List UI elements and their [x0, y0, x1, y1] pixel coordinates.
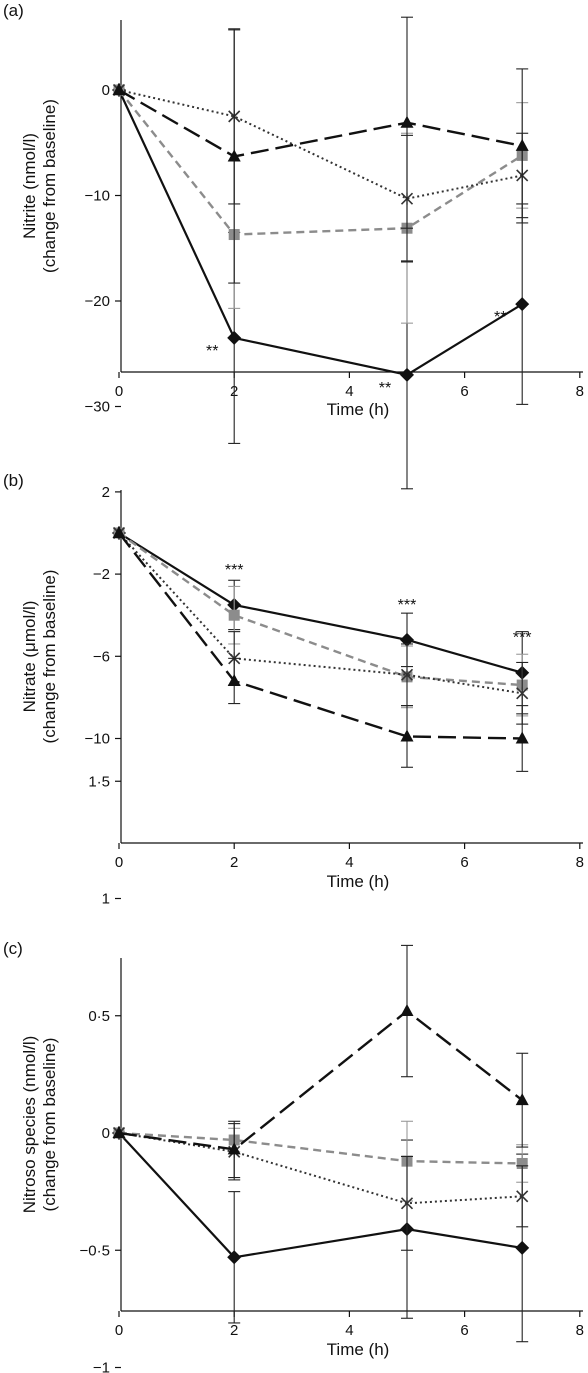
series-line — [118, 532, 523, 740]
data-point-diamond — [400, 632, 414, 647]
x-tick-label: 4 — [345, 854, 353, 871]
y-axis-title: Nitroso species (nmol/l) — [20, 1036, 39, 1214]
series-dotted-cross — [112, 1123, 529, 1251]
y-tick-label: −2 — [93, 566, 110, 583]
x-tick-label: 4 — [345, 1322, 353, 1339]
series-solid-diamond — [112, 83, 530, 490]
series-solid-diamond — [112, 1126, 530, 1343]
panel-2: (c) 0 2 4 6 8 1·5 1 0·5 0 −0·5 −1 Time (h) Nitroso sp… — [3, 773, 584, 1373]
y-axis-title: (change from baseline) — [40, 99, 59, 273]
data-point-triangle — [227, 673, 241, 686]
y-axis-title: Nitrite (nmol/l) — [20, 133, 39, 239]
y-axis-title: (change from baseline) — [40, 1038, 59, 1212]
y-tick-label: −1 — [93, 1360, 110, 1373]
significance-marker: *** — [513, 630, 532, 647]
series-line — [118, 1132, 523, 1205]
panel-label: (b) — [3, 471, 24, 490]
y-tick-label: −30 — [85, 399, 110, 416]
x-tick-label: 6 — [460, 854, 468, 871]
x-axis-title: Time (h) — [327, 872, 390, 891]
significance-marker: *** — [398, 597, 417, 614]
series-long-dashed-triangle — [112, 526, 529, 772]
y-tick-label: −6 — [93, 648, 110, 665]
x-tick-label: 6 — [460, 1322, 468, 1339]
x-tick-label: 0 — [115, 854, 123, 871]
data-point-cross — [516, 687, 529, 700]
series-gray-dashed-square — [113, 84, 529, 324]
data-point-triangle — [227, 149, 241, 162]
y-tick-label: −10 — [85, 731, 110, 748]
panel-label: (a) — [3, 1, 24, 20]
data-point-triangle — [400, 729, 414, 742]
series-line — [118, 532, 523, 687]
series-line — [118, 1132, 523, 1259]
data-point-triangle — [112, 1126, 126, 1138]
y-axis-title: (change from baseline) — [40, 570, 59, 744]
y-tick-label: −0·5 — [80, 1242, 110, 1259]
significance-marker: ** — [206, 343, 218, 360]
data-point-diamond — [227, 1250, 242, 1265]
series-line — [118, 89, 523, 200]
data-point-triangle — [227, 1142, 241, 1155]
y-tick-label: 0 — [102, 82, 110, 99]
data-point-square — [228, 609, 240, 621]
data-point-triangle — [112, 526, 126, 538]
data-point-square — [516, 1157, 528, 1169]
y-tick-label: 0·5 — [88, 1008, 110, 1025]
panel-label: (c) — [3, 939, 23, 958]
y-tick-label: −10 — [85, 188, 110, 205]
x-tick-label: 8 — [576, 854, 584, 871]
x-tick-label: 2 — [230, 1322, 238, 1339]
series-line — [118, 1131, 523, 1165]
x-tick-label: 8 — [576, 383, 584, 400]
y-tick-label: −20 — [85, 293, 110, 310]
x-axis-title: Time (h) — [327, 400, 390, 419]
x-axis-title: Time (h) — [327, 1340, 390, 1359]
y-axis-title: Nitrate (μmol/l) — [20, 601, 39, 713]
series-long-dashed-triangle — [112, 944, 529, 1179]
y-tick-label: 1 — [102, 891, 110, 908]
data-point-triangle — [400, 115, 414, 128]
significance-marker: ** — [379, 380, 391, 397]
x-tick-label: 8 — [576, 1322, 584, 1339]
x-tick-label: 2 — [230, 854, 238, 871]
data-point-diamond — [400, 367, 414, 382]
series-line — [118, 88, 523, 158]
significance-marker: ** — [494, 309, 506, 326]
series-line — [118, 532, 523, 674]
data-point-triangle — [400, 1004, 414, 1017]
series-gray-dashed-square — [113, 1120, 529, 1202]
data-point-diamond — [227, 330, 242, 345]
x-tick-label: 4 — [345, 383, 353, 400]
data-point-triangle — [112, 83, 126, 95]
data-point-diamond — [515, 1240, 530, 1255]
series-solid-diamond — [112, 526, 530, 715]
series-line — [118, 532, 523, 695]
y-tick-label: 2 — [102, 484, 110, 501]
series-line — [118, 89, 523, 377]
x-tick-label: 6 — [460, 383, 468, 400]
panel-1: (b) 0 2 4 6 8 2 −2 −6 −10 Time (h) Nitrate (μmol/l)… — [3, 471, 584, 891]
y-tick-label: 0 — [102, 1125, 110, 1142]
data-point-triangle — [515, 1093, 529, 1106]
data-point-cross — [400, 1197, 414, 1210]
significance-marker: *** — [225, 562, 244, 579]
series-dotted-cross — [112, 526, 529, 725]
data-point-cross — [516, 1190, 529, 1203]
y-tick-label: 1·5 — [88, 773, 110, 790]
data-point-cross — [400, 668, 414, 681]
data-point-diamond — [515, 297, 530, 312]
data-point-triangle — [515, 138, 529, 151]
series-line — [118, 1009, 523, 1151]
series-long-dashed-triangle — [112, 16, 529, 284]
data-point-triangle — [515, 731, 529, 744]
x-tick-label: 0 — [115, 1322, 123, 1339]
series-line — [118, 89, 523, 236]
series-dotted-cross — [112, 28, 529, 263]
x-tick-label: 0 — [115, 383, 123, 400]
